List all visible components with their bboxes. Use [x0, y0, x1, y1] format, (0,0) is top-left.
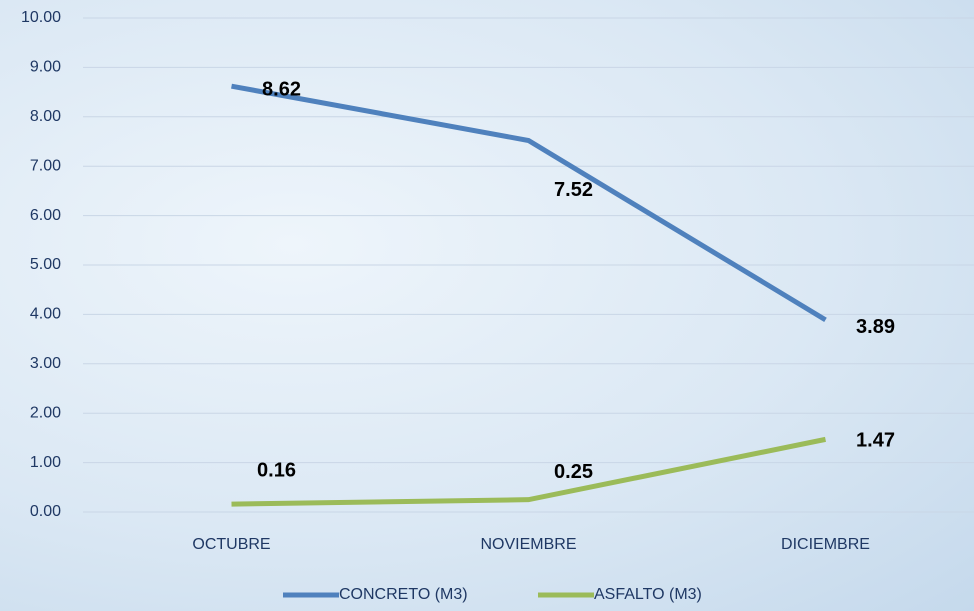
y-tick-label: 4.00: [30, 306, 61, 323]
y-tick-label: 2.00: [30, 404, 61, 421]
y-tick-label: 10.00: [21, 9, 61, 26]
y-tick-label: 0.00: [30, 503, 61, 520]
x-tick-label: NOVIEMBRE: [480, 536, 576, 553]
y-tick-label: 3.00: [30, 355, 61, 372]
chart: 0.00 1.00 2.00 3.00 4.00 5.00 6.00 7.00 8.00 9.00…: [0, 0, 974, 611]
y-tick-label: 1.00: [30, 454, 61, 471]
data-label: 0.16: [257, 459, 296, 481]
series-line: [232, 439, 826, 504]
y-tick-label: 7.00: [30, 157, 61, 174]
data-label: 7.52: [554, 179, 593, 201]
legend-label: CONCRETO (M3): [339, 586, 468, 603]
data-label: 0.25: [554, 461, 593, 483]
y-tick-label: 9.00: [30, 59, 61, 76]
y-tick-label: 5.00: [30, 256, 61, 273]
data-label: 3.89: [856, 316, 895, 338]
x-tick-label: DICIEMBRE: [781, 536, 870, 553]
series-line: [232, 86, 826, 320]
y-tick-label: 8.00: [30, 108, 61, 125]
data-label: 1.47: [856, 430, 895, 452]
x-tick-label: OCTUBRE: [192, 536, 270, 553]
data-label: 8.62: [262, 78, 301, 100]
legend-label: ASFALTO (M3): [594, 586, 702, 603]
y-tick-label: 6.00: [30, 207, 61, 224]
